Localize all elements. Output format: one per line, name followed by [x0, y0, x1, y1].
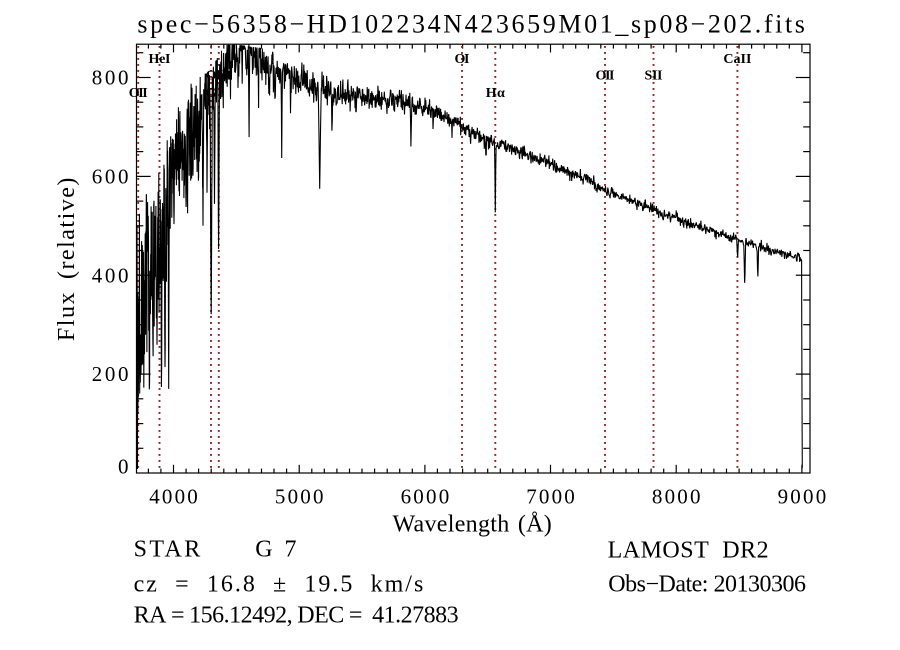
- svg-text:Wavelength (Å): Wavelength (Å): [393, 512, 553, 538]
- svg-text:OII: OII: [596, 69, 615, 84]
- svg-text:G7: G7: [255, 537, 308, 563]
- svg-text:200: 200: [92, 362, 129, 386]
- svg-text:Hα: Hα: [486, 86, 505, 101]
- svg-text:OI: OI: [455, 52, 470, 67]
- svg-text:G: G: [206, 86, 217, 101]
- svg-text:SII: SII: [645, 69, 663, 84]
- svg-text:spec−56358−HD102234N423659M01_: spec−56358−HD102234N423659M01_sp08−202.f…: [137, 10, 807, 39]
- svg-text:OIII: OIII: [206, 69, 232, 84]
- svg-text:cz = 16.8 ± 19.5 km/s: cz = 16.8 ± 19.5 km/s: [134, 572, 426, 598]
- svg-text:600: 600: [92, 164, 129, 188]
- svg-text:LAMOST DR2: LAMOST DR2: [608, 538, 770, 564]
- svg-text:400: 400: [92, 263, 129, 287]
- svg-text:Obs−Date: 20130306: Obs−Date: 20130306: [608, 571, 806, 597]
- svg-text:RA = 156.12492, DEC = 41.2788: RA = 156.12492, DEC = 41.27883: [134, 603, 459, 629]
- svg-text:800: 800: [92, 66, 129, 90]
- svg-text:Flux (relative): Flux (relative): [54, 176, 80, 341]
- svg-text:OII: OII: [129, 86, 148, 101]
- svg-text:CaII: CaII: [723, 52, 751, 67]
- svg-text:0: 0: [118, 455, 129, 479]
- svg-text:HeI: HeI: [149, 52, 171, 67]
- svg-text:STAR: STAR: [134, 537, 203, 563]
